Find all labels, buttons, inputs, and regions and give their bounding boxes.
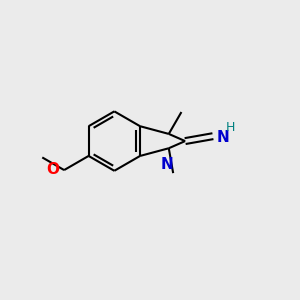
Text: N: N	[160, 157, 173, 172]
Text: N: N	[217, 130, 229, 145]
Text: H: H	[225, 121, 235, 134]
Text: O: O	[46, 162, 59, 177]
